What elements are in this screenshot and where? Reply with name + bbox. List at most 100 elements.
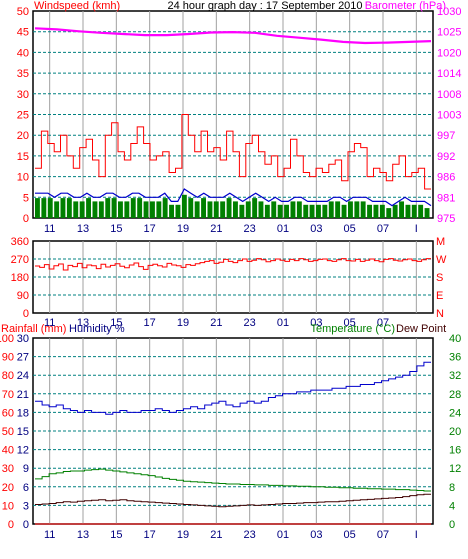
temp-humidity-x-tick-label: 03 [310, 529, 322, 541]
wind-direction-line [35, 258, 431, 271]
humidity-tick-label: 21 [17, 389, 29, 401]
barometer-tick-label: 981 [437, 192, 455, 204]
dew-point-line [35, 493, 431, 508]
wind-barometer-x-tick-label: 07 [377, 223, 389, 235]
rainfall-axis-title: Rainfall (mm) [1, 323, 66, 335]
rainfall-tick-label: 80 [2, 370, 14, 382]
wind-avg-bar [309, 204, 315, 218]
dew-point-axis-title: Dew Point [396, 323, 446, 335]
windspeed-axis-title: Windspeed (kmh) [34, 0, 120, 12]
wind-avg-bar [367, 204, 372, 218]
wind-avg-bar [111, 198, 117, 218]
wind-barometer-x-tick-label: 21 [210, 223, 222, 235]
humidity-tick-label: 3 [23, 500, 29, 512]
wind-avg-bar [105, 198, 111, 218]
temp-humidity-series [35, 361, 431, 525]
wind-direction-x-tick-label: 21 [210, 317, 222, 329]
rainfall-tick-label: 30 [2, 463, 14, 475]
windspeed-tick-label: 0 [23, 213, 29, 225]
wind-avg-bar [60, 198, 66, 218]
wind-avg-bar [207, 201, 213, 218]
humidity-tick-label: 12 [17, 445, 29, 457]
temperature-tick-label: 40 [449, 333, 461, 345]
rainfall-tick-label: 100 [0, 333, 14, 345]
temp-humidity-x-tick-label: 17 [144, 529, 156, 541]
wind-avg-bar [150, 201, 155, 218]
temp-humidity-tick-labels: 0102030405060708090100036912151821242730… [0, 333, 461, 541]
temperature-axis-title: Temperature (°C) [311, 323, 395, 335]
temperature-tick-label: 24 [449, 407, 461, 419]
wind-avg-bar [411, 204, 417, 218]
temperature-tick-label: 12 [449, 463, 461, 475]
barometer-tick-label: 1008 [437, 89, 461, 101]
windspeed-tick-label: 5 [23, 192, 29, 204]
wind-avg-bar [130, 198, 136, 218]
wind-avg-bar [188, 198, 194, 218]
wind-avg-bar [35, 198, 40, 218]
wind-avg-bar [258, 201, 264, 218]
wind-barometer-series [34, 27, 432, 218]
wind-direction-x-tick-label: 19 [177, 317, 189, 329]
barometer-line [34, 27, 432, 45]
temperature-tick-label: 0 [449, 519, 455, 531]
wind-direction-x-tick-label: 07 [377, 317, 389, 329]
wind-direction-x-tick-label: 05 [344, 317, 356, 329]
barometer-tick-label: 1030 [437, 6, 461, 18]
wind-avg-bar [379, 204, 385, 218]
wind-avg-bar [137, 198, 143, 218]
compass-label: E [436, 290, 443, 302]
wind-avg-bar [47, 198, 53, 218]
windspeed-tick-label: 40 [17, 47, 29, 59]
wind-direction-x-tick-label: 15 [110, 317, 122, 329]
humidity-tick-label: 0 [23, 519, 29, 531]
compass-label: S [436, 272, 443, 284]
windspeed-tick-label: 35 [17, 68, 29, 80]
temp-humidity-x-tick-label: 15 [110, 529, 122, 541]
humidity-tick-label: 6 [23, 482, 29, 494]
temperature-tick-label: 16 [449, 445, 461, 457]
wind-barometer-x-tick-label: 11 [44, 223, 55, 235]
wind-barometer-x-tick-label: 05 [344, 223, 356, 235]
wind-barometer-x-tick-label: 01 [277, 223, 289, 235]
wind-avg-bar [405, 204, 411, 218]
wind-avg-bar [175, 204, 181, 218]
barometer-tick-label: 1020 [437, 47, 461, 59]
temperature-tick-label: 28 [449, 389, 461, 401]
compass-label: W [436, 254, 447, 266]
temp-humidity-panel: 0102030405060708090100036912151821242730… [0, 323, 461, 541]
wind-barometer-tick-labels: 0510152025303540455097598198699299710031… [17, 6, 462, 235]
barometer-tick-label: 997 [437, 130, 455, 142]
wind-avg-bar [143, 201, 149, 218]
wind-gust-line [35, 114, 431, 190]
windspeed-tick-label: 45 [17, 27, 29, 39]
wind-avg-bar [424, 208, 430, 218]
temp-humidity-x-tick-label: 23 [244, 529, 256, 541]
wind-direction-x-tick-label: 01 [277, 317, 289, 329]
wind-avg-bar [54, 201, 60, 218]
wind-direction-series [35, 258, 431, 271]
wind-avg-bar [201, 198, 206, 218]
temperature-tick-label: 20 [449, 426, 461, 438]
wind-avg-bar [92, 201, 98, 218]
temp-humidity-end-mark: I [415, 529, 418, 541]
temp-humidity-x-tick-label: 07 [377, 529, 389, 541]
temp-humidity-x-tick-label: 21 [210, 529, 222, 541]
barometer-tick-label: 992 [437, 151, 455, 163]
wind-avg-bar [290, 201, 296, 218]
wind-avg-bar [162, 198, 168, 218]
humidity-axis-title: Humidity % [69, 323, 125, 335]
wind-direction-x-tick-label: 17 [144, 317, 156, 329]
wind-avg-bar [322, 204, 328, 218]
wind-direction-x-tick-label: 03 [310, 317, 322, 329]
wind-avg-bar [392, 204, 398, 218]
wind-avg-bar [181, 194, 187, 218]
windspeed-tick-label: 15 [17, 151, 29, 163]
wind-direction-gridlines [33, 241, 433, 313]
wind-avg-bar [271, 201, 277, 218]
barometer-tick-label: 986 [437, 172, 455, 184]
temperature-tick-label: 36 [449, 352, 461, 364]
wind-avg-bar [341, 204, 347, 218]
